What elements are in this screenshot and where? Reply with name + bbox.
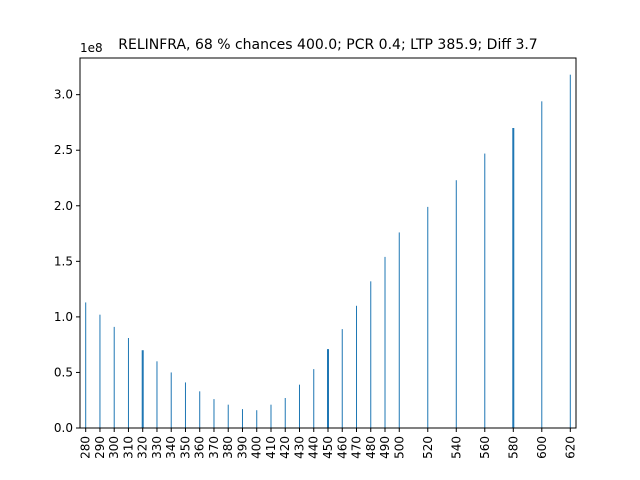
offset-text: 1e8 xyxy=(80,41,103,55)
bar-320 xyxy=(141,350,144,428)
bar-600 xyxy=(541,101,543,428)
y-tick-label-2.0: 2.0 xyxy=(54,199,73,213)
x-tick-label-350: 350 xyxy=(178,436,192,459)
bar-500 xyxy=(398,232,400,428)
bar-400 xyxy=(256,410,258,428)
bar-330 xyxy=(156,361,158,428)
y-tick-label-0.0: 0.0 xyxy=(54,421,73,435)
bar-620 xyxy=(569,74,571,429)
x-axis: 280 290 300 310 320 330 340 350 360 370 380 390 400 4… xyxy=(79,428,577,459)
plot-frame xyxy=(79,57,577,429)
y-tick-label-0.5: 0.5 xyxy=(54,365,73,379)
bar-370 xyxy=(213,399,215,428)
x-tick-label-320: 320 xyxy=(136,436,150,459)
x-tick-label-380: 380 xyxy=(221,436,235,459)
x-tick-label-290: 290 xyxy=(93,436,107,459)
bars-group xyxy=(85,74,571,429)
x-tick-label-310: 310 xyxy=(121,436,135,459)
y-tick-label-1.5: 1.5 xyxy=(54,254,73,268)
bar-360 xyxy=(199,391,201,428)
bar-540 xyxy=(455,180,457,428)
x-tick-label-400: 400 xyxy=(250,436,264,459)
x-tick-label-340: 340 xyxy=(164,436,178,459)
x-tick-label-600: 600 xyxy=(535,436,549,459)
x-tick-label-500: 500 xyxy=(392,436,406,459)
x-tick-label-490: 490 xyxy=(378,436,392,459)
x-tick-label-540: 540 xyxy=(449,436,463,459)
x-tick-label-480: 480 xyxy=(364,436,378,459)
x-tick-label-460: 460 xyxy=(335,436,349,459)
bar-290 xyxy=(99,314,101,428)
x-tick-label-280: 280 xyxy=(79,436,93,459)
bar-300 xyxy=(113,326,115,428)
x-tick-label-420: 420 xyxy=(278,436,292,459)
x-tick-label-560: 560 xyxy=(478,436,492,459)
bar-450 xyxy=(327,349,329,428)
bar-520 xyxy=(427,206,429,428)
bar-420 xyxy=(284,398,286,428)
bar-350 xyxy=(184,382,186,428)
x-tick-label-360: 360 xyxy=(193,436,207,459)
bar-280 xyxy=(85,302,87,428)
x-tick-label-300: 300 xyxy=(107,436,121,459)
x-tick-label-330: 330 xyxy=(150,436,164,459)
chart-title: RELINFRA, 68 % chances 400.0; PCR 0.4; L… xyxy=(118,37,537,53)
x-tick-label-410: 410 xyxy=(264,436,278,459)
x-tick-label-450: 450 xyxy=(321,436,335,459)
x-tick-label-520: 520 xyxy=(421,436,435,459)
bar-480 xyxy=(370,281,372,428)
bar-560 xyxy=(484,153,486,428)
bar-440 xyxy=(313,369,315,428)
bar-470 xyxy=(356,305,358,428)
x-tick-label-370: 370 xyxy=(207,436,221,459)
y-axis: 0.0 0.5 1.0 1.5 2.0 2.5 3.0 xyxy=(54,88,80,435)
bar-410 xyxy=(270,404,272,428)
x-tick-label-390: 390 xyxy=(235,436,249,459)
x-tick-label-580: 580 xyxy=(506,436,520,459)
bar-340 xyxy=(170,372,172,428)
y-tick-label-1.0: 1.0 xyxy=(54,310,73,324)
x-tick-label-430: 430 xyxy=(292,436,306,459)
bar-490 xyxy=(384,256,386,428)
x-tick-label-470: 470 xyxy=(350,436,364,459)
bar-580 xyxy=(512,128,515,428)
y-tick-label-2.5: 2.5 xyxy=(54,143,73,157)
bar-430 xyxy=(298,384,300,428)
y-tick-label-3.0: 3.0 xyxy=(54,88,73,102)
bar-390 xyxy=(241,409,243,428)
x-tick-label-620: 620 xyxy=(563,436,577,459)
bar-310 xyxy=(127,338,129,428)
x-tick-label-440: 440 xyxy=(307,436,321,459)
bar-380 xyxy=(227,404,229,428)
bar-460 xyxy=(341,329,343,428)
